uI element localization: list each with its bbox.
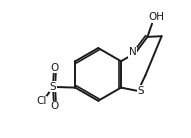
Text: OH: OH [149, 12, 165, 22]
Text: S: S [138, 86, 144, 96]
Text: O: O [50, 63, 58, 73]
Text: Cl: Cl [36, 96, 46, 106]
Text: S: S [50, 82, 56, 92]
Text: N: N [129, 47, 137, 57]
Text: O: O [50, 101, 58, 111]
